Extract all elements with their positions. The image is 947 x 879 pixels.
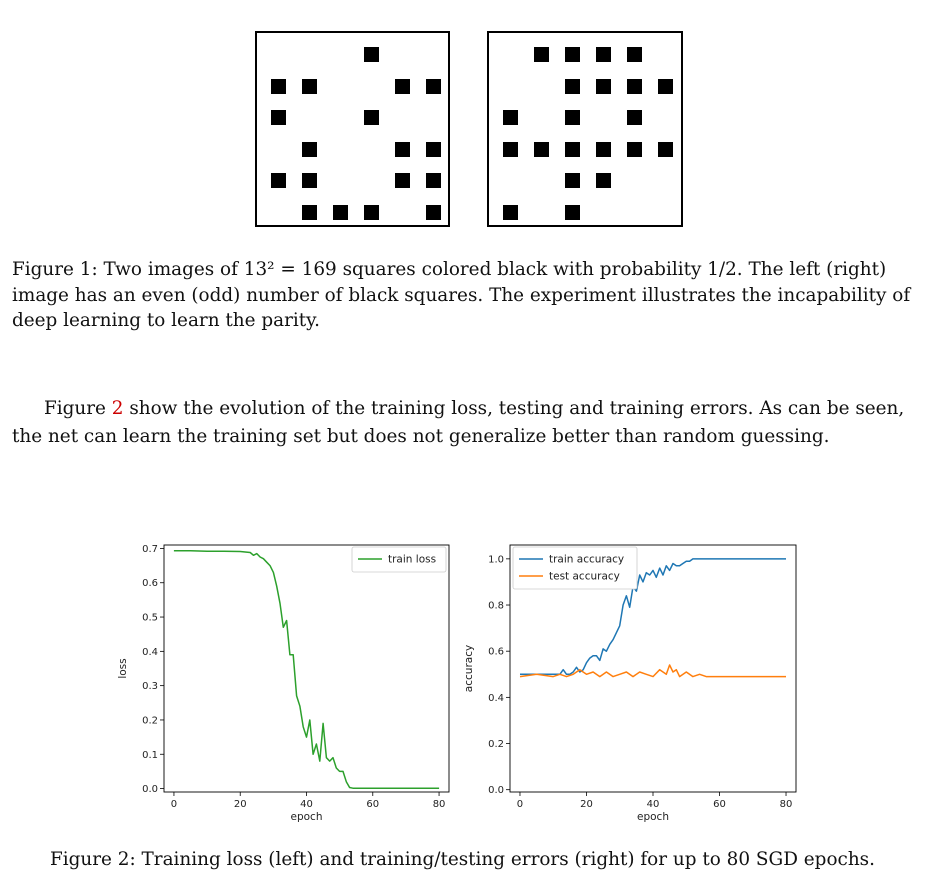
black-square [395,141,410,157]
figure-reference-link[interactable]: 2 [111,398,124,419]
parity-grid-odd [487,31,683,227]
y-tick-label: 0.7 [142,544,158,555]
black-square [565,47,580,62]
black-square [426,204,441,220]
x-tick-label: 20 [580,799,593,810]
y-tick-label: 0.0 [142,784,158,795]
y-tick-label: 1.0 [488,554,504,565]
black-square [271,173,286,188]
x-tick-label: 80 [780,799,793,810]
black-square [565,141,580,157]
parity-grid-even [255,31,450,227]
black-square [364,47,379,62]
black-square [534,47,549,62]
figure1-caption-line2: image has an even (odd) number of black … [12,284,911,306]
accuracy-chart: 0 20 40 60 80 0.0 0.2 0.4 0.6 0.8 1.0 epoch accuracy… [463,544,797,823]
black-square [503,110,518,125]
x-tick-label: 80 [433,799,446,810]
black-square [395,78,410,94]
x-tick-label: 0 [171,799,177,810]
x-tick-label: 20 [234,799,247,810]
y-tick-label: 0.5 [142,613,158,624]
figure1-caption-label: Figure 1: [12,259,98,280]
black-square [596,47,611,62]
black-square [565,110,580,125]
legend-box [512,546,638,590]
figure1-caption: Figure 1: Two images of 13² = 169 square… [12,257,936,334]
plot-frame [163,544,450,793]
figure1-caption-line1: Two images of 13² = 169 squares colored … [103,259,887,280]
y-tick-label: 0.3 [142,681,158,692]
black-square [302,173,317,188]
black-square [503,204,518,220]
black-square [271,110,286,125]
black-square [658,78,673,94]
figure2-caption: Figure 2: Training loss (left) and train… [50,849,875,870]
y-tick-label: 0.2 [142,715,158,726]
black-square [565,173,580,188]
x-tick-label: 40 [647,799,660,810]
black-square [302,141,317,157]
black-square [658,141,673,157]
figure1-caption-line3: deep learning to learn the parity. [12,310,320,331]
paragraph-text-after: show the evolution of the training loss,… [12,398,905,447]
loss-chart: 0 20 40 60 80 0.0 0.1 0.2 0.3 0.4 0.5 0.6 0.7 epoch lo… [117,544,450,823]
black-square [627,78,642,94]
black-square [503,141,518,157]
black-square [302,204,317,220]
body-paragraph: Figure 2 show the evolution of the train… [12,395,936,450]
y-tick-label: 0.4 [488,693,504,704]
series-line-train-accuracy [520,558,786,676]
y-tick-label: 0.6 [488,647,504,658]
black-square [627,141,642,157]
y-axis-label: accuracy [463,645,475,692]
black-square [426,141,441,157]
black-square [534,141,549,157]
y-tick-label: 0.2 [488,739,504,750]
legend-label: test accuracy [549,571,620,583]
black-square [271,78,286,94]
x-tick-label: 0 [517,799,523,810]
black-square [395,173,410,188]
y-tick-label: 0.1 [142,750,158,761]
y-tick-label: 0.6 [142,578,158,589]
series-line-train-loss [173,550,440,789]
y-tick-label: 0.8 [488,601,504,612]
black-square [596,78,611,94]
legend-box [351,546,447,573]
black-square [333,204,348,220]
series-line-test-accuracy [519,664,786,678]
black-square [565,78,580,94]
black-square [596,141,611,157]
y-tick-label: 0.4 [142,647,158,658]
black-square [565,204,580,220]
x-tick-label: 60 [366,799,379,810]
black-square [302,78,317,94]
legend-label: train loss [388,554,436,566]
x-axis-label: epoch [291,811,323,823]
legend-label: train accuracy [549,554,624,566]
y-axis-label: loss [117,658,129,678]
x-tick-label: 40 [300,799,313,810]
black-square [364,110,379,125]
black-square [627,110,642,125]
black-square [426,173,441,188]
black-square [596,173,611,188]
x-axis-label: epoch [637,811,669,823]
black-square [364,204,379,220]
black-square [627,47,642,62]
paragraph-text-before: Figure [44,398,112,419]
x-tick-label: 60 [713,799,726,810]
y-tick-label: 0.0 [488,785,504,796]
black-square [426,78,441,94]
